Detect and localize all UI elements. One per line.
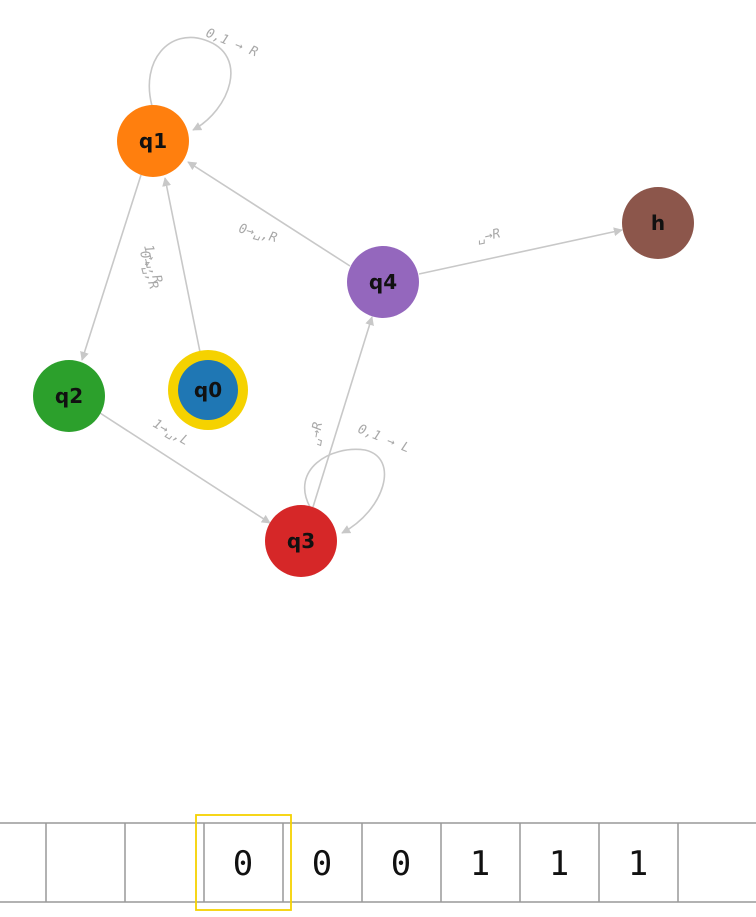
transition-label-q3-q4: ␣→R xyxy=(307,421,326,447)
state-h-label: h xyxy=(651,211,665,235)
transition-q3-q4: ␣→R xyxy=(307,316,374,508)
state-q0-label: q0 xyxy=(194,378,222,402)
state-q4-label: q4 xyxy=(369,270,397,294)
transition-label-q4-h: ␣→R xyxy=(476,226,502,246)
state-q4-circle xyxy=(347,246,419,318)
tape-cell-7: 1 xyxy=(549,844,569,884)
state-q0[interactable]: q0 xyxy=(168,350,248,430)
transition-q1-q2 xyxy=(80,174,142,361)
state-q3-label: q3 xyxy=(287,529,315,553)
transition-q2-q3: 1→␣,L xyxy=(99,412,271,524)
tape-cell-6: 1 xyxy=(470,844,490,884)
transition-q0-q1: 1→␣,R 0→␣,R xyxy=(136,177,201,353)
state-q3[interactable]: q3 xyxy=(265,505,337,577)
tape-cell-4: 0 xyxy=(312,844,332,884)
transition-label-q3-q3: 0,1 → L xyxy=(356,422,412,456)
transition-q4-h: ␣→R xyxy=(418,226,623,275)
state-q2-label: q2 xyxy=(55,384,83,408)
tape-head-marker xyxy=(195,814,292,911)
transition-label-q1-q1: 0,1 → R xyxy=(204,26,261,60)
state-h[interactable]: h xyxy=(622,187,694,259)
state-q2[interactable]: q2 xyxy=(33,360,105,432)
state-q2-circle xyxy=(33,360,105,432)
tape-cell-3: 0 xyxy=(233,844,253,884)
states: q1 q0 q2 q3 q4 h xyxy=(33,105,694,577)
state-q3-circle xyxy=(265,505,337,577)
tape-cell-5: 0 xyxy=(391,844,411,884)
state-h-circle xyxy=(622,187,694,259)
state-q1-label: q1 xyxy=(139,129,167,153)
state-q1-circle xyxy=(117,105,189,177)
state-q1[interactable]: q1 xyxy=(117,105,189,177)
tape: 0 0 0 1 1 1 xyxy=(0,814,756,911)
transition-label-q4-q1: 0→␣,R xyxy=(237,221,279,246)
state-q4[interactable]: q4 xyxy=(347,246,419,318)
tape-cell-8: 1 xyxy=(628,844,648,884)
state-q0-circle xyxy=(178,360,238,420)
transition-q4-q1: 0→␣,R xyxy=(187,161,351,267)
